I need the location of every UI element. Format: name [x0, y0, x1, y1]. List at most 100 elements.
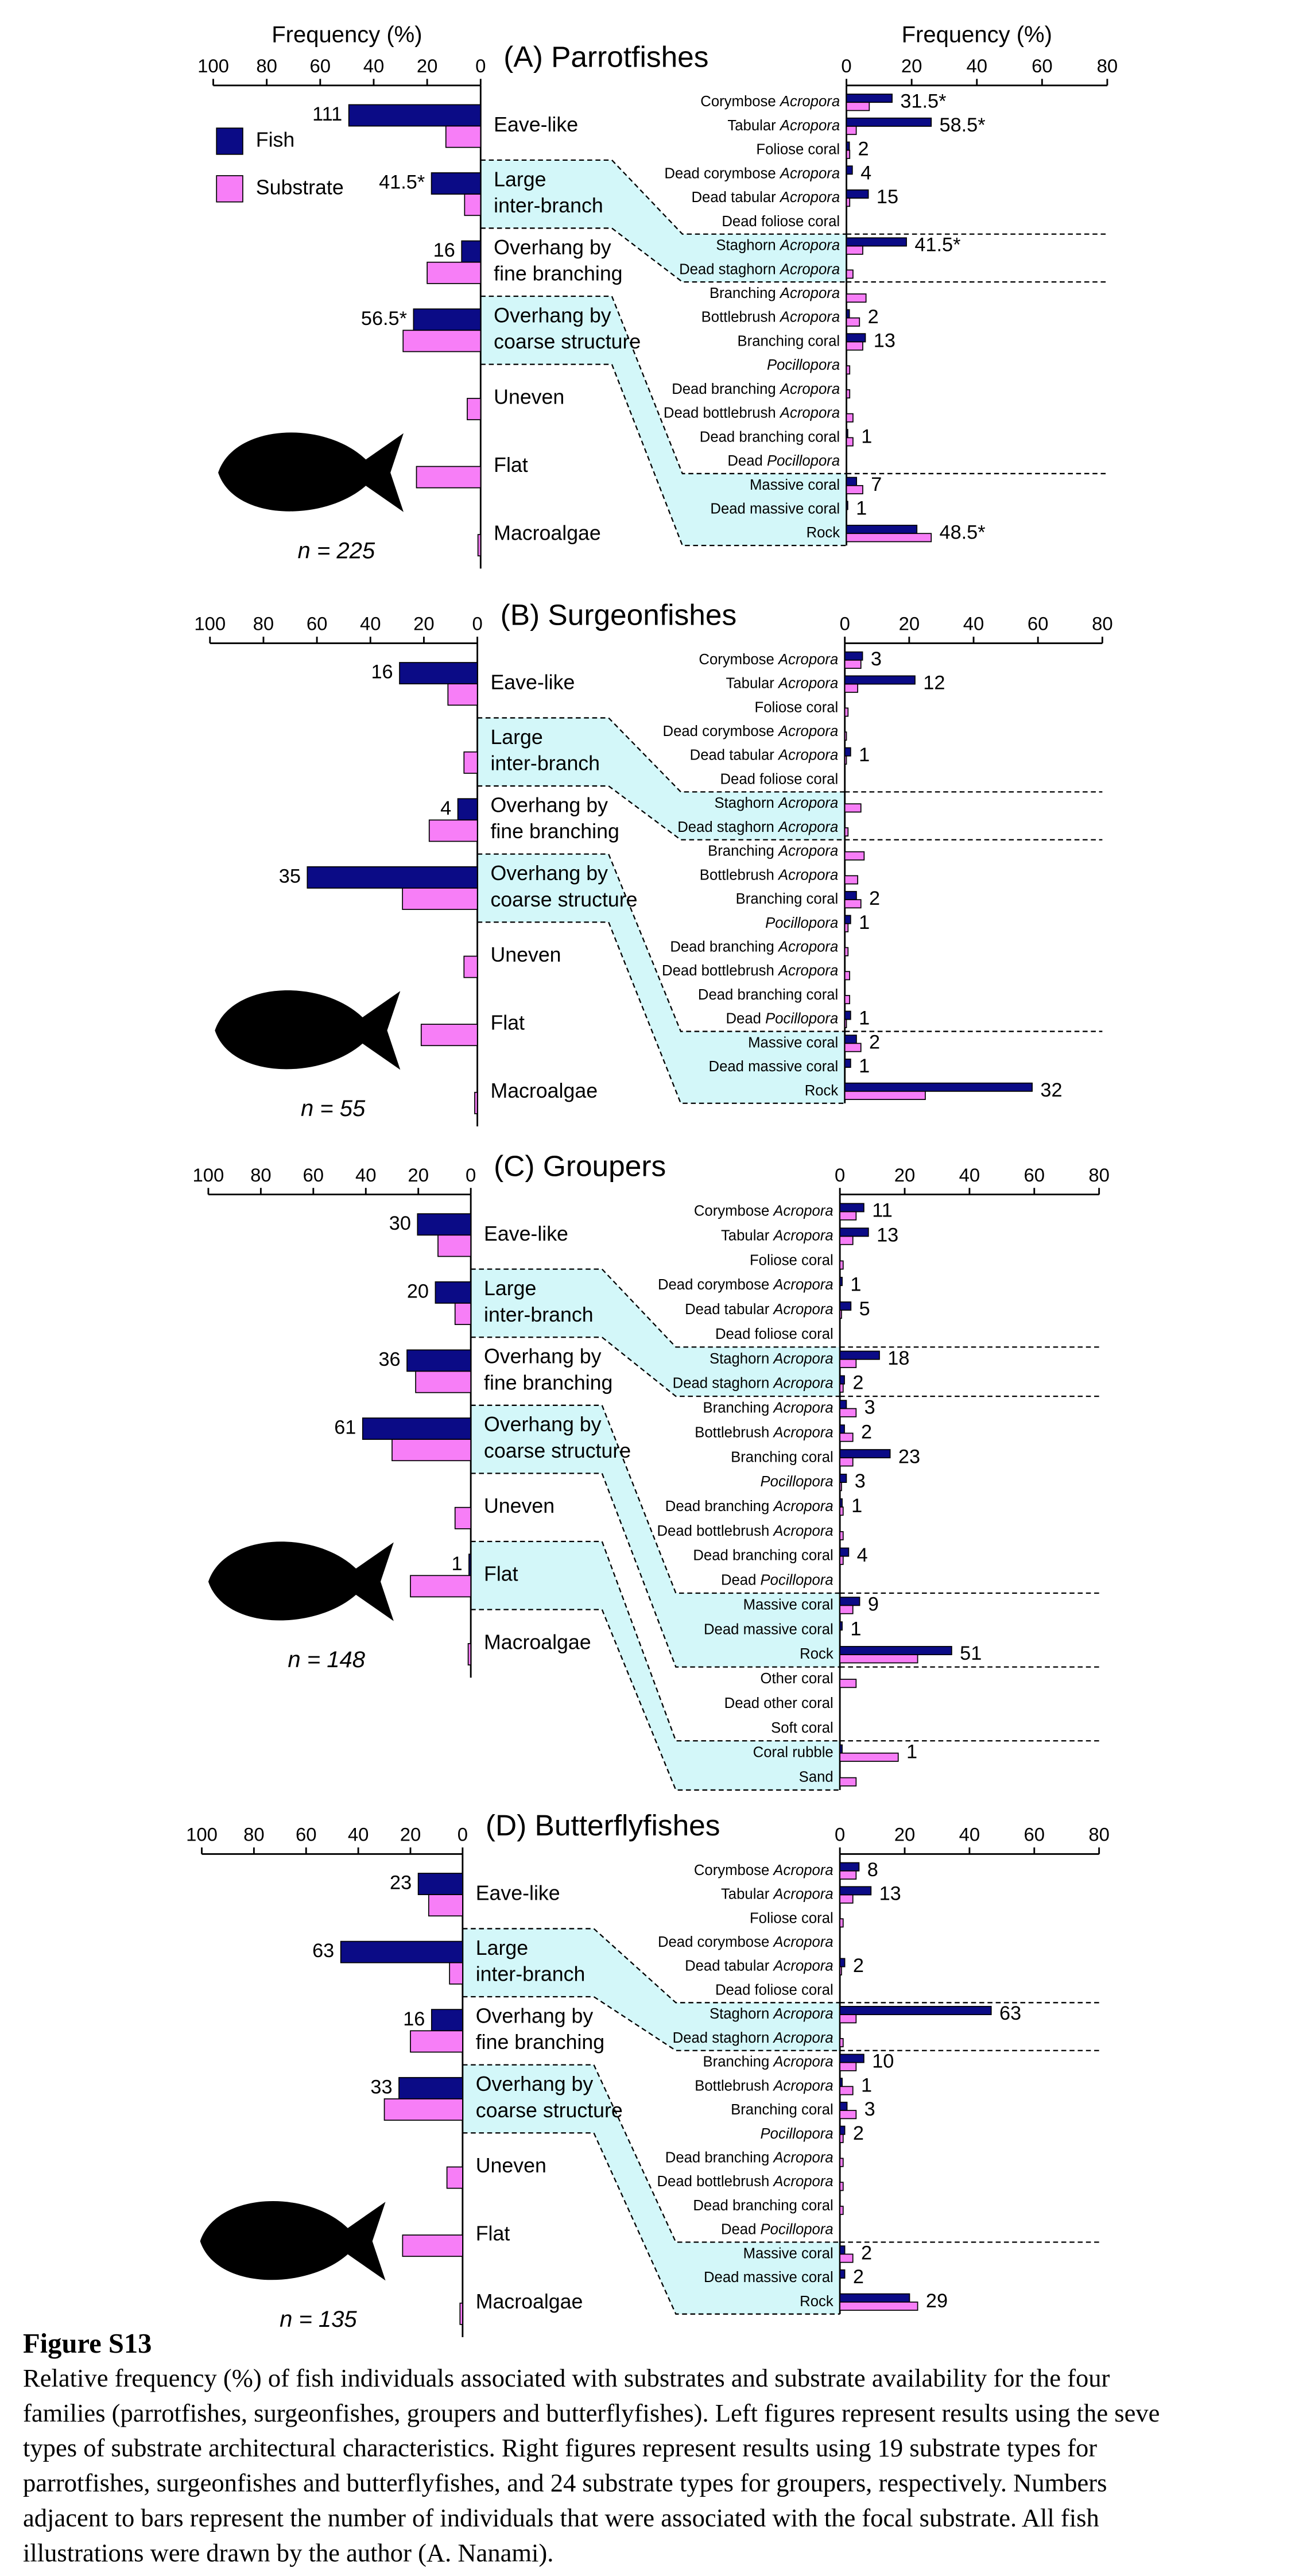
bar-label: 2 — [861, 1421, 872, 1443]
connector — [471, 1473, 840, 1668]
category-label: Dead corymbose Acropora — [663, 723, 839, 739]
category-label: Overhang by fine branching — [494, 236, 622, 285]
bar — [839, 2014, 857, 2024]
category-label: Dead branching Acropora — [670, 939, 838, 955]
category-label: Dead tabular Acropora — [685, 1958, 833, 1974]
connector — [477, 921, 845, 1104]
category-label: Dead branching Acropora — [672, 381, 840, 397]
bar-label: 1 — [859, 744, 870, 766]
category-label: Dead Pocillopora — [721, 1572, 833, 1588]
bar — [839, 2062, 857, 2071]
bar — [467, 1643, 472, 1665]
category-label: Uneven — [476, 2154, 546, 2177]
x-tick-label: 0 — [840, 613, 850, 634]
x-tick-label: 80 — [253, 613, 274, 634]
x-tick-label: 40 — [348, 1824, 369, 1845]
bar — [844, 923, 849, 932]
category-label: Rock — [807, 525, 840, 541]
category-label: Bottlebrush Acropora — [695, 2078, 833, 2094]
bar — [839, 1310, 842, 1319]
x-tick-label: 40 — [360, 613, 381, 634]
category-label: Dead bottlebrush Acropora — [657, 1523, 833, 1539]
category-label: Massive coral — [750, 477, 840, 493]
bar — [844, 651, 863, 661]
shading — [480, 160, 847, 282]
bar — [846, 165, 853, 175]
category-label: Tabular Acropora — [726, 675, 839, 691]
bar-label: 13 — [879, 1883, 901, 1905]
category-label: Large inter-branch — [494, 168, 603, 218]
bar — [844, 1043, 862, 1052]
category-label: Foliose coral — [755, 699, 839, 715]
bar — [846, 141, 850, 151]
connector — [471, 1268, 840, 1348]
bar — [839, 1358, 857, 1368]
x-tick-label: 80 — [250, 1164, 272, 1186]
caption-line: types of substrate architectural charact… — [23, 2434, 1097, 2462]
bar-label: 33 — [370, 2076, 392, 2098]
category-label: Dead foliose coral — [722, 214, 840, 230]
x-tick-label: 0 — [475, 55, 486, 76]
bar — [844, 731, 847, 741]
category-label: Pocillopora — [761, 1474, 833, 1490]
bar — [839, 2006, 992, 2016]
bar-label: 58.5* — [940, 114, 986, 136]
category-label: Staghorn Acropora — [710, 2006, 833, 2022]
bar-label: 3 — [871, 648, 882, 670]
bar — [846, 317, 860, 327]
category-label: Staghorn Acropora — [710, 1351, 833, 1367]
bar — [839, 1605, 854, 1614]
bar — [474, 1091, 478, 1114]
bar — [839, 1350, 880, 1360]
bar-label: 63 — [999, 2002, 1021, 2024]
category-label: Dead staghorn Acropora — [677, 819, 838, 835]
category-label: Massive coral — [748, 1035, 838, 1051]
category-label: Dead bottlebrush Acropora — [657, 2174, 833, 2190]
bar-label: 13 — [877, 1225, 898, 1246]
bar — [839, 2293, 910, 2303]
bar — [839, 1654, 918, 1664]
category-label: Overhang by fine branching — [476, 2005, 604, 2054]
x-tick-label: 60 — [1024, 1164, 1045, 1186]
panel-title: (D) Butterflyfishes — [486, 1808, 720, 1842]
bar — [435, 1281, 472, 1304]
category-label: Overhang by fine branching — [490, 794, 619, 843]
bar — [839, 2269, 846, 2279]
bar — [839, 1383, 844, 1393]
x-tick-label: 40 — [355, 1164, 377, 1186]
fish-illustration — [215, 990, 401, 1070]
category-label: Overhang by coarse structure — [494, 304, 641, 354]
bar-label: 1 — [861, 2074, 872, 2096]
bar — [846, 94, 893, 103]
category-label: Dead corymbose Acropora — [658, 1277, 833, 1293]
bar-label: 18 — [887, 1347, 909, 1369]
bar-label: 32 — [1040, 1079, 1062, 1101]
bar — [383, 2098, 463, 2121]
x-tick-label: 60 — [1024, 1824, 1045, 1845]
category-label: Branching coral — [731, 1449, 833, 1465]
category-label: Overhang by coarse structure — [476, 2073, 623, 2122]
category-label: Eave-like — [494, 113, 578, 136]
bar — [844, 851, 865, 861]
bar — [428, 819, 478, 842]
category-label: Corymbose Acropora — [694, 1862, 833, 1878]
bar — [839, 2054, 864, 2063]
connector — [480, 295, 847, 475]
connector — [471, 1540, 840, 1742]
bar — [410, 2030, 463, 2053]
bar — [846, 197, 851, 207]
x-tick-label: 80 — [256, 55, 277, 76]
bar — [417, 1213, 472, 1236]
bar — [839, 2182, 844, 2191]
connector — [462, 1996, 840, 2051]
bar — [454, 1506, 472, 1529]
bar — [839, 1752, 899, 1762]
bar — [839, 1449, 891, 1459]
bar-label: 23 — [390, 1872, 412, 1894]
bar — [839, 1679, 857, 1688]
bar — [846, 102, 870, 111]
bar — [340, 1940, 463, 1963]
bar-label: 11 — [872, 1200, 893, 1222]
